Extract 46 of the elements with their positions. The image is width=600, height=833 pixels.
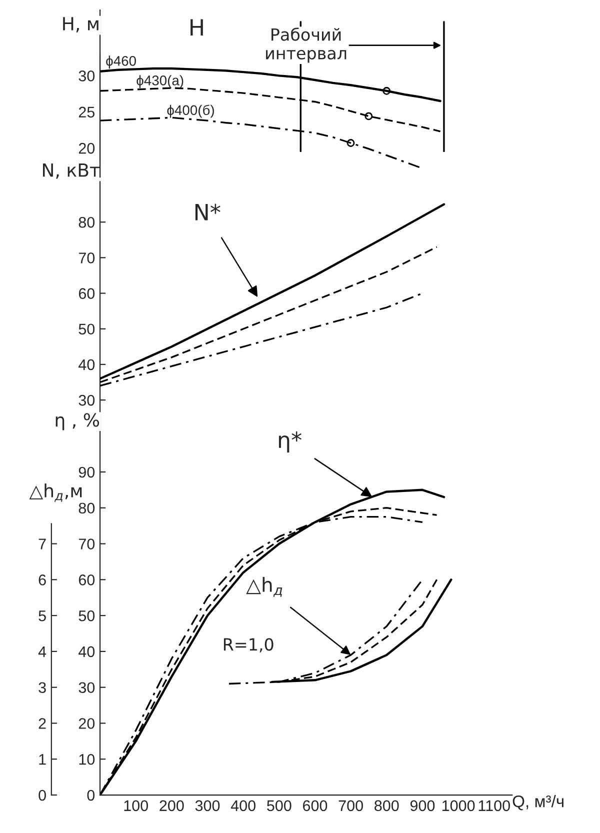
series-label: ϕ430(а) bbox=[136, 75, 184, 88]
y-tick-label: 80 bbox=[78, 502, 95, 514]
y2-tick-label: 7 bbox=[38, 538, 46, 550]
y2-tick-label: 3 bbox=[38, 682, 46, 694]
x-tick-label: 400 bbox=[230, 800, 256, 812]
series-label: ϕ400(б) bbox=[167, 104, 214, 118]
y-axis-title: H, м bbox=[63, 17, 98, 32]
x-tick-label: 800 bbox=[374, 800, 399, 812]
y-tick-label: 30 bbox=[78, 682, 95, 694]
y-axis-title: η , % bbox=[56, 413, 100, 430]
y-tick-label: 90 bbox=[78, 466, 95, 478]
x-tick-label: 600 bbox=[303, 800, 328, 812]
y3-axis-title: N, кВт bbox=[42, 164, 100, 179]
y2-axis-title: △h$_{д}$,м bbox=[29, 483, 82, 502]
annotation: η* bbox=[278, 431, 302, 453]
y2-tick-label: 0 bbox=[38, 790, 46, 801]
y-tick-label: 20 bbox=[78, 142, 95, 154]
x-tick-label: 200 bbox=[160, 800, 184, 812]
y-tick-label: 10 bbox=[79, 754, 95, 765]
x-tick-label: 1100 bbox=[478, 800, 510, 812]
y2-tick-label: 2 bbox=[38, 718, 46, 729]
annotation: R=1,0 bbox=[224, 638, 274, 652]
y-tick-label: 60 bbox=[78, 574, 95, 586]
y-tick-label: 20 bbox=[78, 718, 95, 729]
series-label: ϕ460 bbox=[106, 56, 136, 69]
y-tick-label: 40 bbox=[78, 646, 95, 658]
y-tick-label: 25 bbox=[78, 106, 95, 118]
y-tick-label: 30 bbox=[78, 70, 95, 82]
x-tick-label: 100 bbox=[124, 800, 148, 812]
x-tick-label: 700 bbox=[338, 800, 363, 812]
x-tick-label: 1000 bbox=[442, 800, 475, 812]
y-tick-label: 70 bbox=[78, 538, 95, 550]
y2-tick-label: 1 bbox=[39, 754, 46, 765]
y2-tick-label: 4 bbox=[38, 646, 46, 657]
x-tick-label: 300 bbox=[195, 800, 220, 812]
annotation: △h$_{д}$ bbox=[246, 576, 282, 597]
y2-tick-label: 5 bbox=[38, 610, 46, 622]
annotation: Рабочий интервал bbox=[266, 28, 346, 63]
x-axis-title: Q, м³/ч bbox=[512, 795, 564, 810]
annotation: H bbox=[190, 19, 203, 36]
annotation: N* bbox=[195, 204, 220, 220]
y-tick-label: 0 bbox=[87, 790, 95, 801]
y2-tick-label: 6 bbox=[38, 574, 46, 586]
x-tick-label: 900 bbox=[410, 800, 435, 812]
x-tick-label: 500 bbox=[267, 800, 292, 812]
y-tick-label: 50 bbox=[78, 610, 95, 622]
